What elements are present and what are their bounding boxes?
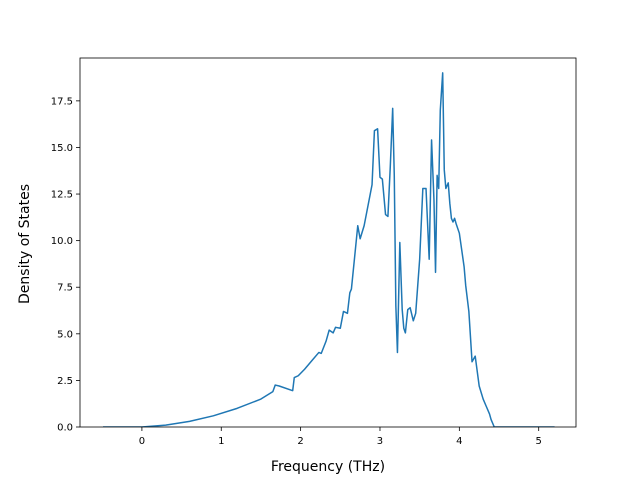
y-tick-label: 0.0 [57, 423, 73, 434]
y-tick-label: 10.0 [51, 236, 73, 247]
y-tick-label: 5.0 [57, 329, 73, 340]
x-tick-label: 5 [536, 436, 542, 447]
x-axis: 0 1 2 3 4 5 [139, 427, 542, 447]
y-tick-label: 15.0 [51, 143, 73, 154]
y-axis: 0.0 2.5 5.0 7.5 10.0 12.5 15.0 17.5 [51, 96, 80, 434]
x-tick-label: 4 [456, 436, 462, 447]
x-tick-label: 3 [377, 436, 383, 447]
x-tick-label: 0 [139, 436, 145, 447]
data-layer [103, 72, 555, 427]
series-line-0 [103, 72, 555, 427]
y-tick-label: 12.5 [51, 190, 73, 201]
plot-frame [79, 57, 577, 428]
y-axis-label: Density of States [17, 184, 33, 304]
y-tick-label: 2.5 [57, 376, 73, 387]
x-axis-label: Frequency (THz) [271, 459, 385, 475]
x-tick-label: 1 [218, 436, 224, 447]
y-tick-label: 7.5 [57, 283, 73, 294]
x-tick-label: 2 [297, 436, 303, 447]
y-tick-label: 17.5 [51, 96, 73, 107]
